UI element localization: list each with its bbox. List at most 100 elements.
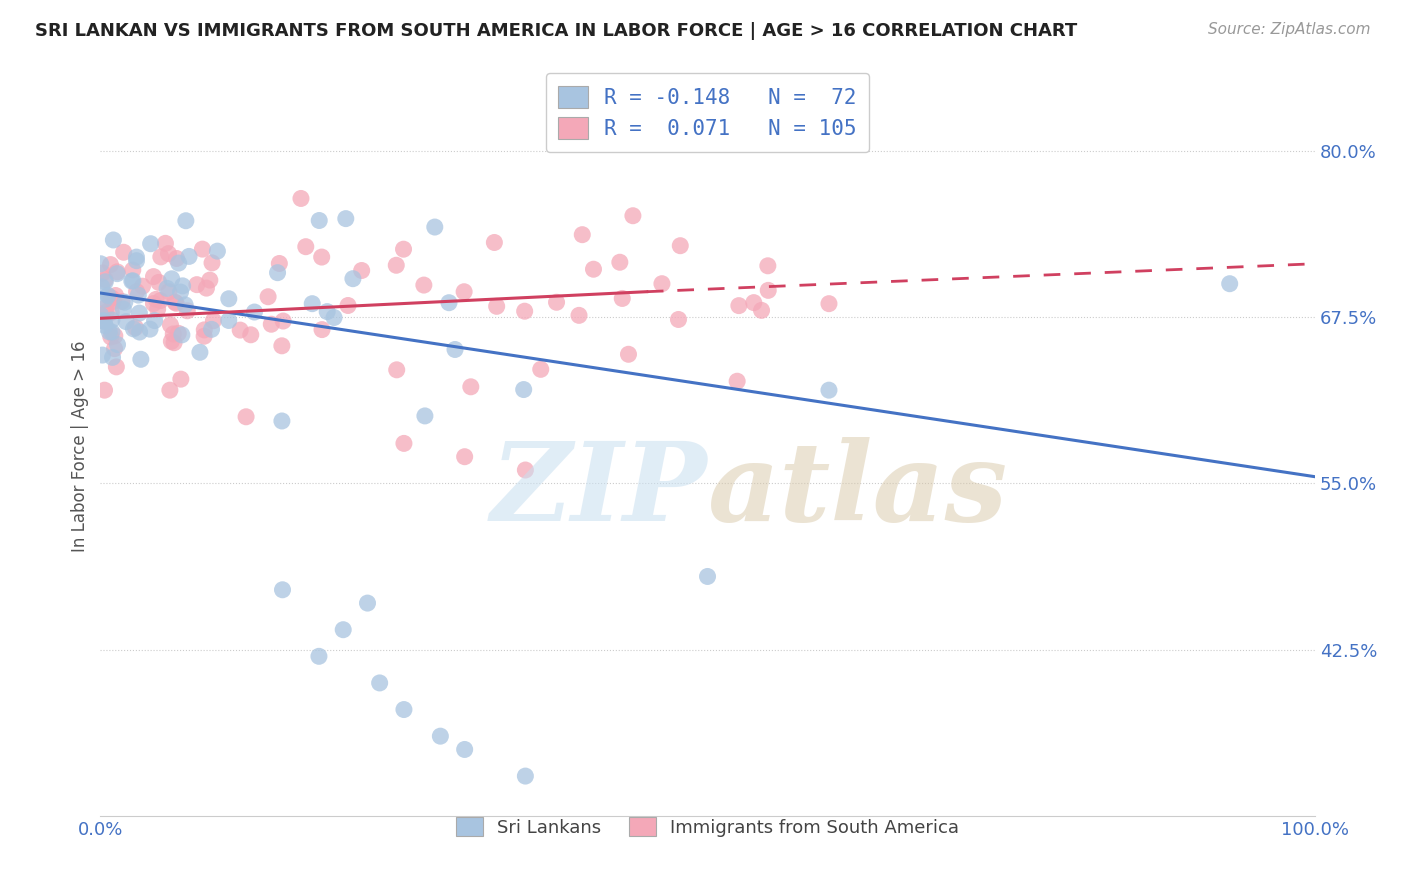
Point: [350, 263, 373, 277]
Point: [311, 250, 333, 264]
Point: [94, 275, 117, 289]
Point: [385, 258, 408, 272]
Point: [104, 329, 127, 343]
Point: [104, 288, 127, 302]
Point: [160, 334, 183, 349]
Point: [229, 323, 252, 337]
Point: [617, 347, 640, 361]
Point: [142, 296, 165, 310]
Point: [202, 314, 225, 328]
Text: SRI LANKAN VS IMMIGRANTS FROM SOUTH AMERICA IN LABOR FORCE | AGE > 16 CORRELATIO: SRI LANKAN VS IMMIGRANTS FROM SOUTH AMER…: [35, 22, 1077, 40]
Point: [169, 285, 191, 299]
Point: [444, 343, 467, 357]
Point: [159, 318, 181, 332]
Point: [392, 436, 415, 450]
Point: [337, 298, 360, 312]
Point: [269, 256, 291, 270]
Point: [301, 296, 323, 310]
Point: [157, 285, 180, 299]
Point: [530, 362, 553, 376]
Point: [166, 252, 188, 266]
Point: [201, 256, 224, 270]
Point: [191, 242, 214, 256]
Point: [515, 463, 537, 477]
Point: [139, 236, 162, 251]
Point: [167, 256, 190, 270]
Point: [98, 291, 121, 305]
Point: [125, 285, 148, 299]
Point: [131, 279, 153, 293]
Text: atlas: atlas: [707, 437, 1008, 545]
Point: [172, 278, 194, 293]
Point: [207, 244, 229, 259]
Point: [257, 290, 280, 304]
Point: [101, 313, 124, 327]
Point: [342, 271, 364, 285]
Point: [513, 304, 536, 318]
Point: [148, 276, 170, 290]
Point: [412, 278, 434, 293]
Point: [725, 374, 748, 388]
Point: [186, 277, 208, 292]
Point: [105, 359, 128, 374]
Point: [239, 327, 262, 342]
Point: [127, 288, 149, 302]
Point: [818, 383, 841, 397]
Point: [124, 320, 146, 334]
Point: [651, 277, 673, 291]
Point: [756, 284, 779, 298]
Point: [453, 285, 475, 299]
Point: [149, 293, 172, 308]
Point: [90, 257, 112, 271]
Point: [122, 274, 145, 288]
Point: [114, 295, 136, 310]
Point: [218, 292, 240, 306]
Point: [198, 273, 221, 287]
Point: [115, 315, 138, 329]
Point: [163, 295, 186, 310]
Point: [101, 351, 124, 365]
Text: Source: ZipAtlas.com: Source: ZipAtlas.com: [1208, 22, 1371, 37]
Point: [218, 313, 240, 327]
Point: [174, 213, 197, 227]
Point: [98, 325, 121, 339]
Point: [266, 266, 288, 280]
Point: [308, 213, 330, 227]
Point: [756, 259, 779, 273]
Point: [170, 372, 193, 386]
Point: [111, 294, 134, 309]
Point: [742, 295, 765, 310]
Point: [105, 265, 128, 279]
Point: [582, 262, 605, 277]
Point: [270, 339, 292, 353]
Point: [271, 414, 294, 428]
Point: [94, 292, 117, 306]
Point: [818, 296, 841, 310]
Point: [103, 233, 125, 247]
Point: [1219, 277, 1241, 291]
Point: [101, 325, 124, 339]
Point: [101, 291, 124, 305]
Point: [195, 281, 218, 295]
Point: [145, 293, 167, 307]
Y-axis label: In Labor Force | Age > 16: In Labor Force | Age > 16: [72, 341, 89, 552]
Point: [453, 742, 475, 756]
Point: [165, 296, 187, 310]
Point: [93, 383, 115, 397]
Text: ZIP: ZIP: [491, 437, 707, 545]
Point: [612, 292, 634, 306]
Point: [159, 383, 181, 397]
Point: [453, 450, 475, 464]
Point: [146, 302, 169, 317]
Point: [243, 305, 266, 319]
Point: [142, 269, 165, 284]
Point: [94, 301, 117, 315]
Point: [669, 238, 692, 252]
Point: [271, 582, 294, 597]
Point: [112, 301, 135, 316]
Point: [157, 246, 180, 260]
Point: [385, 363, 408, 377]
Point: [188, 345, 211, 359]
Point: [176, 303, 198, 318]
Point: [101, 294, 124, 309]
